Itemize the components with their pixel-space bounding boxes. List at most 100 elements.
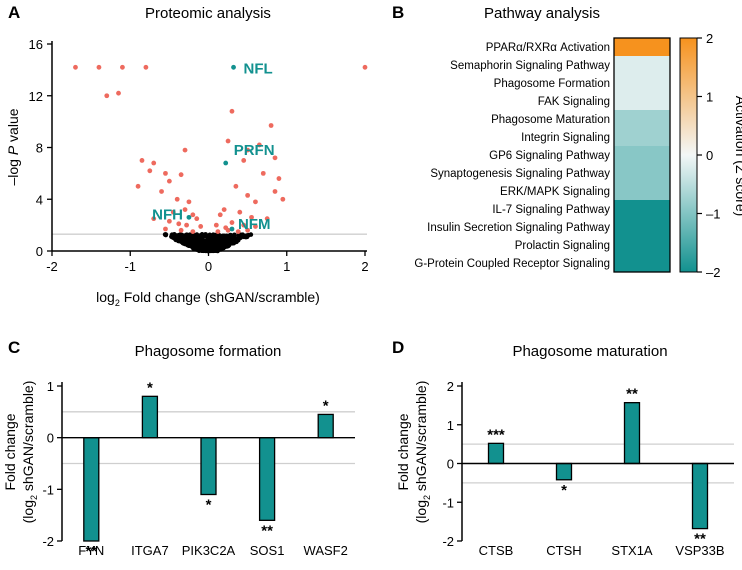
volcano-x-label: log2 Fold change (shGAN/scramble) [96, 289, 320, 308]
panel-b-title: Pathway analysis [484, 5, 600, 22]
significant-point [235, 229, 241, 234]
x-tick-label: 1 [283, 259, 290, 274]
significant-point [182, 207, 188, 213]
y-tick-label: 0 [36, 244, 43, 259]
heatmap-cell [614, 74, 670, 93]
d-ylabel-suffix: shGAN/scramble) [413, 381, 429, 495]
significant-point [221, 207, 227, 213]
labeled-point-nfh [186, 214, 192, 220]
labeled-point-prfn [223, 160, 229, 166]
nonsignificant-point [214, 240, 219, 246]
nonsignificant-point [184, 232, 189, 238]
bar-itga7 [141, 395, 159, 439]
labeled-point-nfm [229, 226, 235, 232]
significant-point [139, 158, 145, 163]
x-label-log: log [96, 289, 115, 305]
y-tick-label: 2 [447, 379, 454, 394]
significant-point [120, 64, 125, 70]
y-tick-label: 12 [29, 89, 43, 104]
heatmap-cell [614, 110, 670, 129]
significant-point [194, 216, 200, 222]
x-tick-label: 2 [361, 259, 368, 274]
significant-point [256, 142, 262, 148]
x-tick-label: ITGA7 [131, 543, 169, 558]
pathway-label: ERK/MAPK Signaling [500, 186, 610, 198]
panel-d-title: Phagosome maturation [512, 343, 667, 360]
significant-point [176, 221, 182, 227]
colorbar-tick-label: –2 [706, 265, 720, 280]
panel-c: C Phagosome formation **FYN*ITGA7*PIK3C2… [2, 338, 355, 560]
significant-point [184, 222, 189, 228]
significant-point [225, 138, 231, 144]
bar-pik3c2a [200, 437, 217, 496]
pathway-label: Semaphorin Signaling Pathway [450, 60, 610, 72]
significant-point [147, 168, 153, 174]
significance-sos1: ** [261, 522, 273, 539]
nonsignificant-point [180, 238, 185, 244]
significant-point [178, 227, 184, 233]
significant-point [225, 227, 231, 233]
significant-point [272, 155, 278, 161]
heatmap-cell [614, 146, 670, 165]
x-tick-label: CTSB [479, 543, 514, 558]
bar-fyn [83, 437, 100, 542]
nonsignificant-point [173, 237, 179, 243]
significant-point [143, 64, 149, 70]
significance-wasf2: * [323, 397, 329, 414]
nonsignificant-point [185, 240, 190, 246]
significance-stx1a: ** [626, 386, 638, 403]
y-tick-label: 0 [47, 431, 54, 446]
significance-ctsb: *** [487, 426, 505, 443]
label-nfh: NFH [152, 206, 183, 223]
bar-ctsb [487, 442, 505, 465]
significant-point [135, 183, 141, 189]
nonsignificant-point [220, 245, 226, 250]
colorbar-label: Activation (Z score) [733, 96, 742, 217]
nonsignificant-point [163, 232, 169, 237]
volcano-x-ticks: -2 -1 0 1 2 [46, 251, 369, 274]
x-tick-label: WASF2 [304, 543, 348, 558]
c-y-label-line2: (log2 shGAN/scramble) [20, 381, 39, 524]
significant-point [166, 178, 172, 184]
nonsignificant-point [171, 232, 177, 238]
x-tick-label: -2 [46, 259, 58, 274]
nonsignificant-point [176, 233, 181, 239]
y-tick-label: 0 [447, 457, 454, 472]
significant-point [166, 218, 172, 224]
panel-a: A Proteomic analysis NFL PRFN NFH NFM -2 -1 0… [5, 3, 369, 308]
significance-pik3c2a: * [206, 497, 212, 514]
x-label-sub: 2 [115, 298, 120, 308]
significant-point [272, 189, 278, 194]
nonsignificant-point [193, 240, 198, 245]
heatmap-cell [614, 200, 670, 219]
significant-point [178, 172, 184, 178]
d-y-label-line2: (log2 shGAN/scramble) [413, 381, 432, 524]
heatmap-cell [614, 164, 670, 183]
panel-c-title: Phagosome formation [135, 343, 282, 360]
label-nfl: NFL [244, 60, 273, 77]
panel-b-letter: B [392, 3, 404, 22]
nonsignificant-point [192, 245, 197, 251]
significant-point [241, 158, 247, 163]
significant-point [116, 90, 121, 96]
significant-point [260, 170, 266, 176]
significant-point [229, 108, 235, 114]
panel-b: B Pathway analysis PPARα/RXRα Activation… [392, 3, 742, 280]
significant-point [151, 216, 157, 222]
nonsignificant-point [235, 236, 241, 242]
heatmap-cell [614, 254, 670, 273]
volcano-y-ticks: 0 4 8 12 16 [29, 37, 52, 259]
y-label-suffix: value [5, 108, 21, 146]
heatmap-cell [614, 182, 670, 201]
d-ylabel-prefix: (log [413, 500, 429, 523]
significant-point [190, 212, 196, 218]
x-tick-label: CTSH [546, 543, 581, 558]
significant-point [198, 224, 204, 229]
colorbar-tick-label: 1 [706, 90, 713, 105]
significance-ctsh: * [561, 482, 567, 499]
y-tick-label: 16 [29, 37, 43, 52]
c-ylabel-sub: 2 [29, 495, 39, 500]
